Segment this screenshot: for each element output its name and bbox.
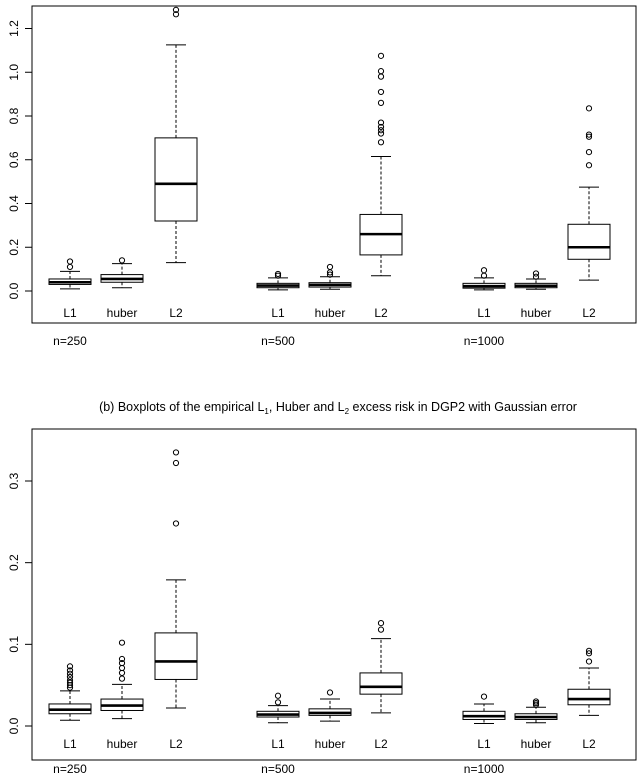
outlier-point <box>377 68 385 75</box>
box-iqr <box>567 688 611 706</box>
box-label: L2 <box>582 306 596 320</box>
box-label: L1 <box>477 306 491 320</box>
y-tick-label: 0.1 <box>7 636 21 653</box>
y-tick-label: 0.6 <box>7 151 21 168</box>
group-label: n=500 <box>261 334 295 348</box>
y-tick-label: 0.3 <box>7 472 21 489</box>
box-iqr <box>154 632 198 680</box>
outlier-point <box>377 119 385 126</box>
outlier-point <box>118 639 126 646</box>
boxplot-panel-a: 0.0 0.2 0.4 0.6 0.8 1.0 1.2 L1 huber L2 n=250 L1 hub… <box>7 5 637 348</box>
box-label: huber <box>521 306 552 320</box>
outlier-point <box>66 677 74 684</box>
outlier-point <box>377 139 385 146</box>
panel-b-caption: (b) Boxplots of the empirical L1, Huber … <box>99 400 577 416</box>
outlier-point <box>66 258 74 265</box>
box-iqr <box>154 137 198 222</box>
outlier-point <box>585 647 593 654</box>
outlier-point <box>172 520 180 527</box>
group-label: n=500 <box>261 762 295 776</box>
outlier-point <box>274 692 282 699</box>
outlier-point <box>66 667 74 674</box>
outlier-point <box>377 626 385 633</box>
box-label: L2 <box>374 737 388 751</box>
outlier-point <box>377 130 385 137</box>
y-tick-label: 1.0 <box>7 64 21 81</box>
outlier-point <box>172 449 180 456</box>
outlier-point <box>274 272 282 279</box>
outlier-point <box>66 670 74 677</box>
box-iqr <box>359 672 403 695</box>
y-tick-label: 0.0 <box>7 717 21 734</box>
outlier-point <box>480 693 488 700</box>
outlier-point <box>118 660 126 667</box>
outlier-point <box>66 263 74 271</box>
outlier-point <box>118 675 126 682</box>
y-tick-label: 1.2 <box>7 20 21 37</box>
outlier-point <box>377 73 385 80</box>
outlier-point <box>172 11 180 18</box>
plot-frame-a <box>31 5 637 324</box>
boxplot-panel-b: 0.0 0.1 0.2 0.3 L1 huber L2 n=250 L1 huber L2 n=500… <box>7 428 637 776</box>
y-tick-label: 0.0 <box>7 282 21 299</box>
outlier-point <box>172 459 180 467</box>
plot-frame-b <box>31 428 637 761</box>
group-label: n=250 <box>53 762 87 776</box>
outlier-point <box>172 6 180 14</box>
outlier-point <box>274 270 282 278</box>
outlier-point <box>585 658 593 665</box>
box-label: L2 <box>582 737 596 751</box>
outlier-point <box>377 99 385 106</box>
outlier-point <box>585 650 593 657</box>
outlier-point <box>480 267 488 274</box>
box-label: huber <box>315 737 346 751</box>
group-label: n=1000 <box>464 762 505 776</box>
box-label: L1 <box>63 306 77 320</box>
box-iqr <box>567 223 611 260</box>
box-label: huber <box>107 306 138 320</box>
y-tick-label: 0.8 <box>7 107 21 124</box>
box-label: huber <box>107 737 138 751</box>
outlier-point <box>66 673 74 681</box>
outlier-point <box>532 698 540 705</box>
outlier-point <box>377 127 385 134</box>
y-tick-label: 0.2 <box>7 239 21 256</box>
box-label: L2 <box>169 737 183 751</box>
box-label: L1 <box>63 737 77 751</box>
outlier-point <box>66 663 74 670</box>
outlier-point <box>326 689 334 696</box>
box-label: huber <box>521 737 552 751</box>
box-label: L2 <box>374 306 388 320</box>
outlier-point <box>118 257 126 264</box>
outlier-point <box>377 620 385 627</box>
box-label: L1 <box>271 306 285 320</box>
outlier-point <box>326 271 334 278</box>
outlier-point <box>66 679 74 686</box>
box-label: L1 <box>477 737 491 751</box>
outlier-point <box>377 88 385 96</box>
y-tick-label: 0.2 <box>7 554 21 571</box>
outlier-point <box>377 123 385 131</box>
outlier-point <box>118 655 126 663</box>
outlier-point <box>585 105 593 112</box>
outlier-point <box>326 263 334 271</box>
group-label: n=250 <box>53 334 87 348</box>
outlier-point <box>274 699 282 706</box>
box-label: L2 <box>169 306 183 320</box>
outlier-point <box>532 270 540 277</box>
outlier-point <box>585 148 593 156</box>
outlier-point <box>585 131 593 138</box>
outlier-point <box>585 162 593 169</box>
outlier-point <box>532 273 540 280</box>
outlier-point <box>377 52 385 59</box>
box-label: huber <box>315 306 346 320</box>
box-label: L1 <box>271 737 285 751</box>
y-tick-label: 0.4 <box>7 195 21 212</box>
outlier-point <box>585 133 593 140</box>
group-label: n=1000 <box>464 334 505 348</box>
